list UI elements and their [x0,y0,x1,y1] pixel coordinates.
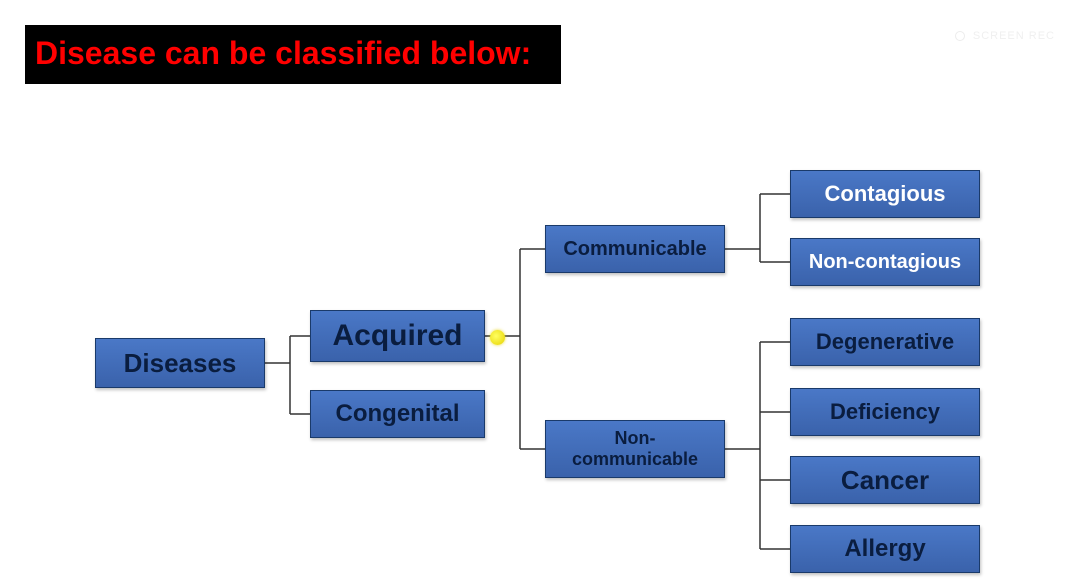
watermark-text: SCREEN REC [973,30,1055,42]
node-label: Congenital [336,400,460,428]
node-communicable: Communicable [545,225,725,273]
node-acquired: Acquired [310,310,485,362]
node-deficiency: Deficiency [790,388,980,436]
node-label: Allergy [844,535,925,563]
record-icon [955,31,965,41]
node-congenital: Congenital [310,390,485,438]
watermark: SCREEN REC [955,30,1055,42]
node-diseases: Diseases [95,338,265,388]
node-label: Acquired [332,319,462,353]
node-allergy: Allergy [790,525,980,573]
node-label: Deficiency [830,399,940,425]
node-label: Communicable [563,238,706,261]
node-label: Contagious [825,181,946,207]
node-noncontagious: Non-contagious [790,238,980,286]
title-text: Disease can be classified below: [35,35,531,71]
title-banner: Disease can be classified below: [25,25,561,84]
node-label: Non-communicable [572,428,698,470]
cursor-highlight-icon [490,330,505,345]
node-contagious: Contagious [790,170,980,218]
node-noncommunicable: Non-communicable [545,420,725,478]
node-label: Cancer [841,465,929,496]
node-label: Degenerative [816,329,954,355]
node-label: Non-contagious [809,251,961,274]
node-label: Diseases [124,348,237,379]
node-degenerative: Degenerative [790,318,980,366]
node-cancer: Cancer [790,456,980,504]
